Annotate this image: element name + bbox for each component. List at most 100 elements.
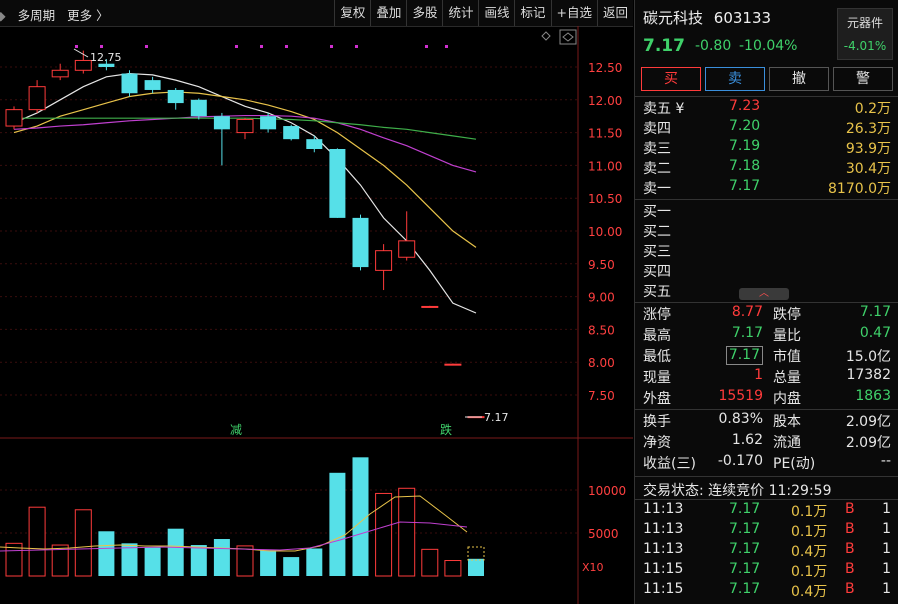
mark-button[interactable]: 标记 [514, 0, 550, 26]
candle[interactable] [329, 148, 346, 218]
tick-count: 1 [882, 541, 891, 557]
candle[interactable] [352, 214, 369, 271]
tick-count: 1 [882, 521, 891, 537]
tick-time: 11:13 [643, 541, 684, 557]
candle[interactable] [283, 124, 300, 141]
adjust-button[interactable]: 复权 [334, 0, 370, 26]
volume-bar [98, 531, 115, 576]
signal-dot [145, 45, 148, 48]
stat-label: 换手 [643, 414, 671, 430]
price-tick-label: 11.00 [588, 159, 622, 173]
stat-row: 现量 1 总量 17382 [643, 367, 891, 387]
stats-button[interactable]: 统计 [442, 0, 478, 26]
candle[interactable] [213, 112, 230, 166]
trade-buttons: 买 卖 撤 警 [641, 67, 893, 91]
candle[interactable] [421, 305, 439, 308]
order-book-label: 卖四 [643, 121, 671, 137]
candle[interactable] [121, 70, 138, 97]
price-change-pct: -10.04% [739, 38, 798, 54]
collapse-icon[interactable]: ◆ [0, 8, 6, 23]
order-book-price: 7.17 [729, 178, 761, 194]
candle[interactable] [28, 80, 46, 113]
alert-button[interactable]: 警 [833, 67, 893, 91]
ma-line-purple [13, 114, 477, 173]
price-tick-label: 7.50 [588, 389, 615, 403]
stat-label: PE(动) [773, 456, 816, 472]
sell-button[interactable]: 卖 [705, 67, 765, 91]
candle[interactable] [306, 135, 323, 153]
signal-dot [235, 45, 238, 48]
order-book-volume: 30.4万 [845, 161, 891, 177]
stat-label: 最低 [643, 349, 671, 365]
stat-label: 市值 [773, 349, 801, 365]
price-tick-label: 9.50 [588, 258, 615, 272]
sector-card[interactable]: 元器件 -4.01% [837, 8, 893, 60]
candle[interactable] [167, 87, 184, 110]
candle[interactable] [190, 98, 207, 120]
stat-label: 净资 [643, 435, 671, 451]
buy-button[interactable]: 买 [641, 67, 701, 91]
volume-bar [51, 544, 69, 577]
tick-row: 11:13 7.17 0.4万 B 1 [643, 541, 891, 561]
chart-toolbar: ◆ 多周期 更多 〉 复权 叠加 多股 统计 画线 标记 +自选 返回 [0, 0, 633, 27]
tick-row: 11:15 7.17 0.1万 B 1 [643, 561, 891, 581]
tick-volume: 0.1万 [791, 564, 828, 580]
candle[interactable] [98, 59, 115, 71]
order-book-price: 7.18 [729, 158, 761, 174]
volume-bar [398, 487, 416, 577]
candle[interactable] [51, 63, 69, 81]
order-book-row: 卖四 7.20 26.3万 [643, 118, 891, 138]
expand-chevron-icon[interactable]: ︿ [739, 288, 789, 300]
stat-value: 2.09亿 [845, 414, 891, 430]
tick-price: 7.17 [729, 541, 761, 557]
candle[interactable] [444, 363, 462, 366]
stat-row: 换手 0.83% 股本 2.09亿 [643, 411, 891, 431]
kline-chart[interactable]: 12.50 12.00 11.50 11.00 10.50 10.00 9.50 9.00 8.… [0, 26, 633, 604]
chart-settings-icon[interactable] [559, 29, 577, 45]
tick-time: 11:15 [643, 581, 684, 597]
stat-label: 流通 [773, 435, 801, 451]
order-book-buy-label: 买二 [643, 224, 671, 240]
candle[interactable] [260, 112, 277, 133]
volume-bar [121, 543, 138, 576]
stat-label: 最高 [643, 328, 671, 344]
order-book-buy-label: 买四 [643, 264, 671, 280]
back-button[interactable]: 返回 [596, 0, 633, 26]
order-book-price: 7.19 [729, 138, 761, 154]
signal-dot [100, 45, 103, 48]
volume-bar [421, 548, 439, 577]
vol-ma-yellow [0, 495, 468, 552]
tick-row: 11:13 7.17 0.1万 B 1 [643, 501, 891, 521]
order-book-volume: 8170.0万 [828, 181, 891, 197]
order-book-label: 卖一 [643, 181, 671, 197]
multi-stock-button[interactable]: 多股 [406, 0, 442, 26]
order-book-row: 卖二 7.18 30.4万 [643, 158, 891, 178]
tick-price: 7.17 [729, 521, 761, 537]
candle[interactable] [236, 118, 254, 140]
add-watchlist-button[interactable]: +自选 [550, 0, 597, 26]
volume-tick-label: 10000 [588, 484, 626, 498]
volume-bar [444, 560, 462, 577]
volume-bar [74, 509, 92, 577]
tick-count: 1 [882, 501, 891, 517]
tick-count: 1 [882, 581, 891, 597]
draw-line-button[interactable]: 画线 [478, 0, 514, 26]
signal-dot [425, 45, 428, 48]
stat-row: 净资 1.62 流通 2.09亿 [643, 432, 891, 452]
signal-dot [285, 45, 288, 48]
candle[interactable] [144, 76, 161, 94]
candle[interactable] [375, 244, 393, 291]
tick-time: 11:13 [643, 501, 684, 517]
candle[interactable] [398, 211, 416, 261]
candle[interactable] [5, 106, 23, 130]
tick-side: B [845, 581, 855, 597]
multi-period-button[interactable]: 多周期 [17, 8, 56, 23]
order-book-price: 7.23 [729, 98, 761, 114]
last-price-label: 7.17 [484, 411, 509, 424]
volume-bar [190, 545, 207, 576]
price-tick-label: 12.50 [588, 61, 622, 75]
cancel-order-button[interactable]: 撤 [769, 67, 829, 91]
high-price-label: 12.75 [90, 51, 122, 64]
overlay-button[interactable]: 叠加 [370, 0, 406, 26]
more-button[interactable]: 更多 〉 [67, 8, 109, 23]
